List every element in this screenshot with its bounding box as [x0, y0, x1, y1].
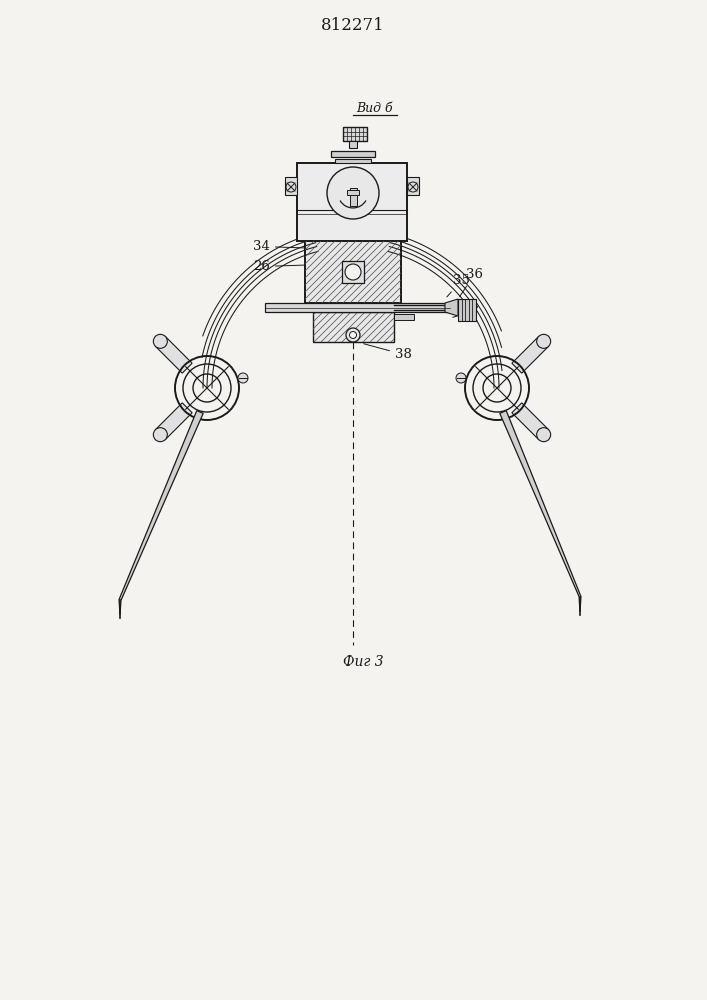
- Bar: [394, 314, 414, 320]
- Text: 34: 34: [253, 240, 304, 253]
- Bar: [285, 177, 297, 195]
- PathPatch shape: [305, 241, 401, 303]
- Circle shape: [346, 328, 360, 342]
- Bar: [458, 299, 476, 321]
- Text: 38: 38: [363, 344, 412, 361]
- Polygon shape: [305, 241, 401, 303]
- Circle shape: [456, 373, 466, 383]
- Circle shape: [327, 167, 379, 219]
- Circle shape: [537, 428, 551, 442]
- Circle shape: [345, 264, 361, 280]
- Polygon shape: [500, 411, 581, 612]
- Text: 35: 35: [447, 274, 470, 297]
- Text: Вид б: Вид б: [357, 102, 393, 115]
- Text: 37: 37: [452, 306, 479, 319]
- Bar: [331, 151, 375, 157]
- Polygon shape: [119, 411, 203, 615]
- Polygon shape: [445, 299, 458, 316]
- Circle shape: [153, 334, 168, 348]
- Polygon shape: [156, 403, 192, 440]
- Polygon shape: [313, 312, 394, 342]
- Bar: [342, 261, 364, 283]
- Polygon shape: [156, 336, 192, 373]
- Text: 812271: 812271: [321, 16, 385, 33]
- Circle shape: [537, 334, 551, 348]
- PathPatch shape: [313, 312, 394, 342]
- Text: 36: 36: [460, 268, 483, 297]
- Polygon shape: [512, 336, 549, 373]
- Bar: [347, 190, 359, 195]
- Circle shape: [153, 428, 168, 442]
- Bar: [407, 177, 419, 195]
- Bar: [265, 303, 450, 312]
- Bar: [343, 127, 367, 141]
- Text: Фиг 3: Фиг 3: [343, 655, 383, 669]
- Bar: [335, 159, 371, 163]
- Polygon shape: [512, 403, 549, 440]
- Circle shape: [238, 373, 248, 383]
- Text: 26: 26: [253, 260, 304, 273]
- Bar: [349, 141, 357, 148]
- Circle shape: [349, 332, 356, 338]
- Bar: [349, 188, 356, 206]
- Bar: [297, 163, 407, 241]
